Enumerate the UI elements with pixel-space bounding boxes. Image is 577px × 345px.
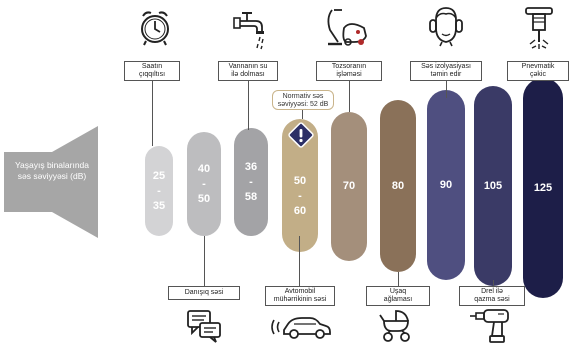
label-alarm: Saatın çıqqıltısı [124, 61, 180, 81]
bar-tap-value: 58 [244, 190, 258, 203]
bar-talk-value: 40 [197, 162, 211, 175]
connector-alarm [152, 80, 153, 146]
head-with-ear-protection-icon [429, 7, 463, 47]
bar-tap: 36 - 58 [234, 128, 268, 236]
bar-car-value: 50 [293, 175, 307, 187]
label-baby: Uşaq ağlaması [366, 286, 430, 306]
connector-vacuum [349, 80, 350, 112]
bar-vacuum: 70 [331, 112, 367, 261]
bar-alarm-value: 25 [152, 169, 166, 182]
power-drill-icon [470, 309, 509, 343]
label-vacuum: Tozsoranın işləməsi [316, 61, 382, 81]
bar-alarm: 25 - 35 [145, 146, 173, 236]
bar-talk: 40 - 50 [187, 132, 221, 236]
connector-baby [398, 272, 399, 286]
jackhammer-icon [525, 7, 553, 49]
speaker-label: Yaşayış binalarında səs səviyyəsi (dB) [14, 160, 90, 181]
bar-wall-value: 90 [439, 178, 453, 191]
bar-talk-value: 50 [197, 192, 211, 205]
connector-talk [204, 236, 205, 286]
bar-drill-value: 105 [483, 179, 503, 192]
bar-alarm-value: 35 [152, 199, 166, 212]
label-wall: Səs izolyasiyası təmin edir [410, 61, 482, 81]
speech-bubbles-icon [187, 310, 221, 343]
vacuum-cleaner-icon [327, 9, 367, 46]
water-tap-icon [233, 12, 264, 50]
bar-baby: 80 [380, 100, 416, 272]
bar-talk-value: - [202, 177, 206, 190]
connector-drill [493, 280, 494, 286]
bar-vacuum-value: 70 [342, 180, 356, 192]
bar-car-value: - [298, 190, 302, 202]
bar-tap-value: 36 [244, 160, 258, 173]
connector-tap [248, 80, 249, 130]
label-talk: Danışıq səsi [168, 286, 240, 300]
bar-drill: 105 [474, 86, 512, 286]
label-drill: Drel ilə qazma səsi [459, 286, 525, 306]
connector-wall [446, 80, 447, 98]
car-sound-icon [271, 317, 331, 339]
normative-note: Normativ səs səviyyəsi: 52 dB [272, 90, 334, 110]
bar-baby-value: 80 [391, 179, 405, 192]
bar-jack-value: 125 [533, 181, 553, 194]
exclamation-diamond-icon [288, 122, 314, 148]
connector-note [302, 109, 303, 119]
bar-tap-value: - [249, 175, 253, 188]
bar-wall: 90 [427, 90, 465, 280]
label-jack: Pnevmatik çəkic [507, 61, 569, 81]
bar-car-value: 60 [293, 205, 307, 217]
label-car: Avtomobil mühərrikinin səsi [265, 286, 335, 306]
alarm-clock-icon [141, 11, 169, 46]
bar-jack: 125 [523, 78, 563, 298]
baby-stroller-icon [379, 310, 410, 342]
connector-car [299, 236, 300, 286]
bar-alarm-value: - [157, 184, 161, 197]
label-tap: Vannanın su ilə dolması [218, 61, 278, 81]
